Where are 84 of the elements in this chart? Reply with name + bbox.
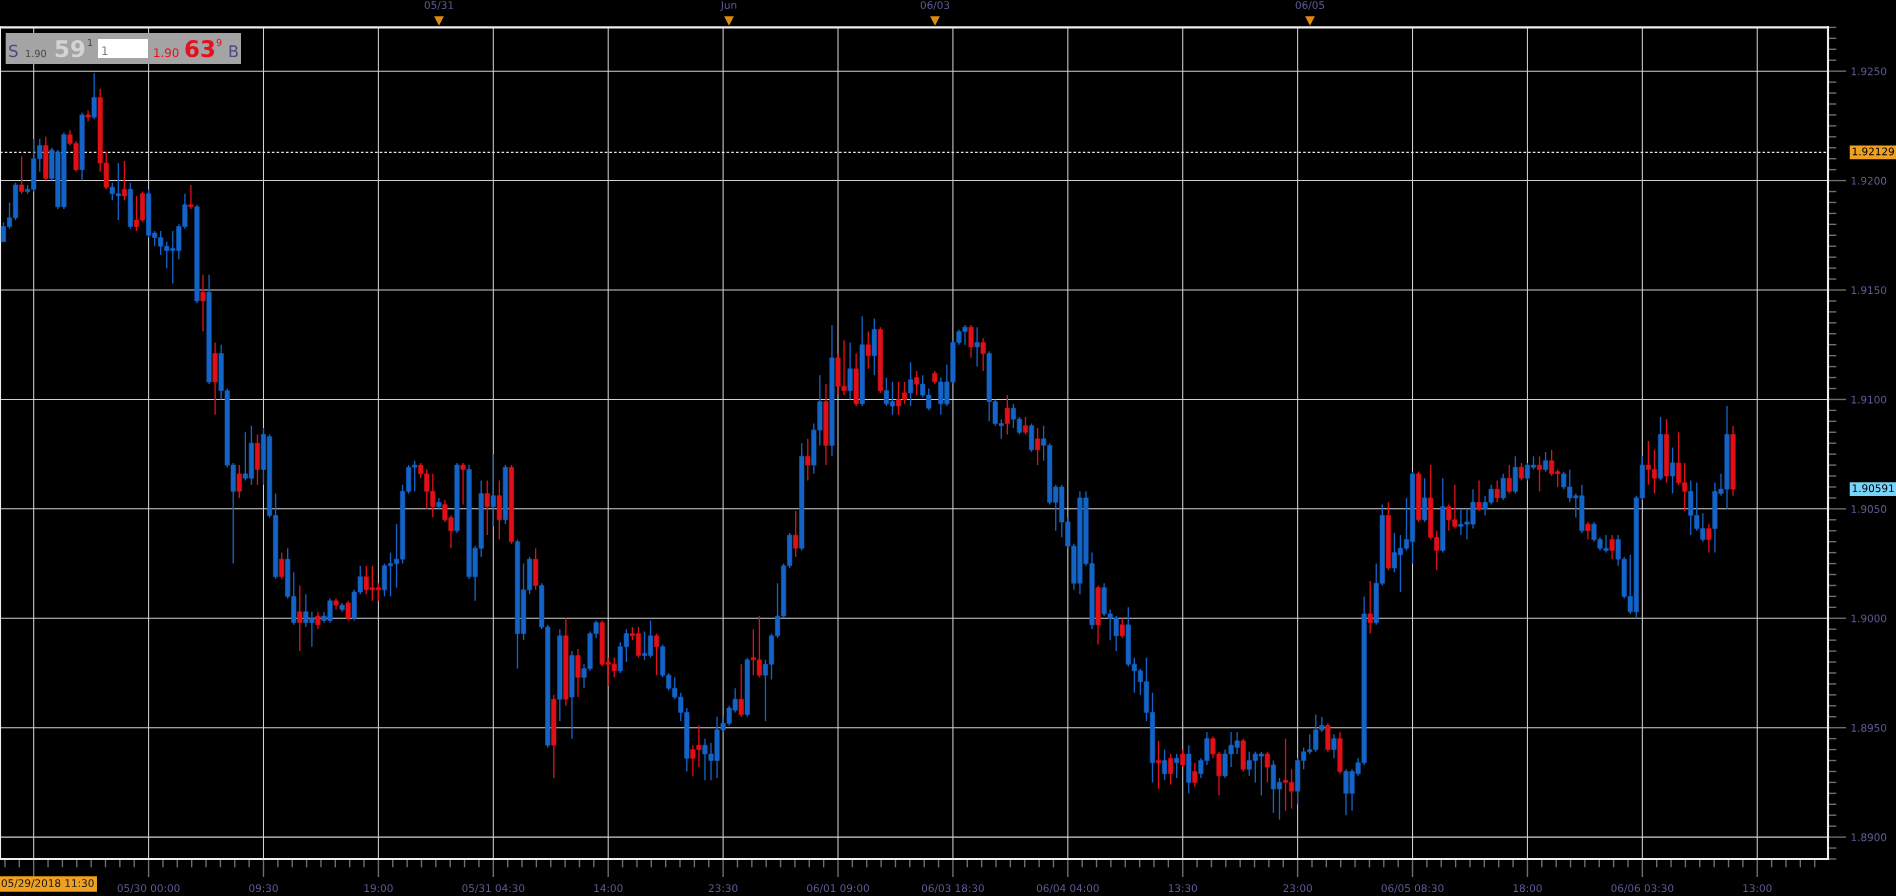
candlestick <box>188 184 194 210</box>
candlestick <box>1670 446 1676 495</box>
candlestick <box>1004 394 1010 436</box>
candlestick <box>980 337 986 372</box>
candlestick <box>121 160 127 201</box>
y-tick-label: 1.9100 <box>1851 395 1887 404</box>
y-tick-label: 1.8900 <box>1851 833 1887 842</box>
x-tick-label: 23:00 <box>1283 884 1312 893</box>
x-tick-label: 14:00 <box>594 884 623 893</box>
candlestick <box>1500 473 1506 501</box>
x-tick-label: 06/01 09:00 <box>807 884 869 893</box>
x-tick-label: 18:00 <box>1513 884 1542 893</box>
candlestick <box>1476 479 1482 512</box>
x-tick-label: 13:00 <box>1743 884 1772 893</box>
annotation: S <box>9 44 18 58</box>
y-tick-label: 1.9200 <box>1851 176 1887 185</box>
annotation: 9 <box>216 38 222 47</box>
annotation: 63 <box>185 39 215 58</box>
x-tick-label: 19:00 <box>364 884 393 893</box>
candlestick <box>484 479 490 536</box>
candlestick <box>1537 455 1543 493</box>
candlestick <box>1422 477 1428 523</box>
candlestick <box>19 155 25 195</box>
candlestick <box>460 462 466 506</box>
candlestick <box>1331 733 1337 759</box>
text: 05/31 <box>424 1 454 10</box>
x-tick-label: 06/04 04:00 <box>1036 884 1099 893</box>
annotation: 1 <box>88 38 93 46</box>
text: Jun <box>720 1 737 11</box>
candlestick <box>1367 580 1373 635</box>
candlestick <box>974 326 980 368</box>
candlestick <box>85 109 91 123</box>
y-tick-label: 1.8950 <box>1851 723 1887 732</box>
x-tick-label: 05/30 00:00 <box>117 884 180 893</box>
y-tick-label: 1.9000 <box>1851 614 1887 623</box>
x-tick-label: 09:30 <box>249 884 278 893</box>
candlestick <box>200 274 206 333</box>
candlestick <box>1162 748 1168 781</box>
candlestick <box>345 600 351 622</box>
text: 1.90591 <box>1852 484 1894 493</box>
x-tick-label: 13:30 <box>1168 884 1198 893</box>
y-tick-label: 1.9050 <box>1851 505 1887 513</box>
candlestick <box>1609 534 1615 560</box>
candlestick <box>1543 451 1549 473</box>
annotation: 1.90 <box>154 48 179 58</box>
candlestick <box>1494 479 1500 503</box>
x-tick-label: 23:30 <box>708 884 738 893</box>
annotation: B <box>229 45 238 57</box>
x-tick-label: 05/31 04:30 <box>462 884 525 893</box>
candlestick <box>279 551 285 580</box>
x-tick-label: 06/03 18:30 <box>921 884 984 893</box>
candlestick <box>1506 464 1512 495</box>
y-tick-label: 1.9150 <box>1851 286 1887 295</box>
candlestick <box>1174 753 1180 779</box>
annotation: 1 <box>102 46 108 55</box>
candlestick <box>654 632 660 676</box>
text: 05/29/2018 11:30 <box>1 879 94 888</box>
candlestick <box>490 453 496 528</box>
text: 06/03 <box>920 1 950 10</box>
candlestick <box>1156 740 1162 790</box>
candlestick <box>91 72 97 120</box>
x-tick-label: 06/06 03:30 <box>1611 884 1674 893</box>
candlestick <box>1264 751 1270 784</box>
candlestick <box>1168 753 1174 786</box>
candlestick <box>847 341 853 401</box>
candlestick <box>793 510 799 558</box>
candlestick <box>968 324 974 359</box>
x-tick-label: 06/05 08:30 <box>1381 884 1444 893</box>
ref-line-label: 1.92129 <box>1852 147 1894 156</box>
candlestick <box>1192 762 1198 788</box>
candlestick <box>738 663 744 718</box>
candlestick <box>575 648 581 698</box>
candlestick <box>1706 523 1712 554</box>
candlestick <box>805 438 811 482</box>
candlestick <box>1035 427 1041 466</box>
text: 06/05 <box>1295 1 1325 10</box>
candlestick <box>297 584 303 652</box>
candlestick <box>908 361 914 407</box>
annotation: 1.90 <box>26 49 46 58</box>
candlestick <box>1119 617 1125 639</box>
candlestick <box>914 370 920 396</box>
candlestick <box>865 330 871 370</box>
candlestick <box>236 464 242 499</box>
y-tick-label: 1.9250 <box>1851 67 1887 76</box>
